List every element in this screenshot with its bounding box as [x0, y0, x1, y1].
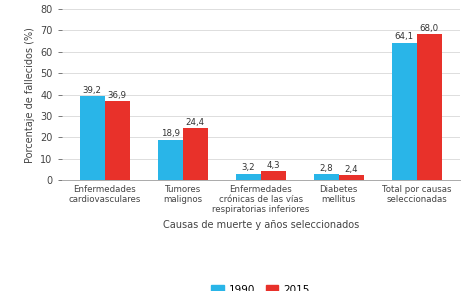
Bar — [339, 175, 364, 180]
Bar — [182, 128, 208, 180]
Bar — [261, 171, 286, 180]
Text: 18,9: 18,9 — [161, 129, 180, 138]
Text: 4,3: 4,3 — [266, 161, 280, 170]
Bar — [158, 140, 182, 180]
Text: 36,9: 36,9 — [108, 91, 127, 100]
Bar — [80, 96, 105, 180]
Text: 39,2: 39,2 — [82, 86, 102, 95]
Bar — [105, 101, 130, 180]
Bar — [392, 43, 417, 180]
Text: 2,8: 2,8 — [319, 164, 333, 173]
Bar — [236, 173, 261, 180]
Bar — [417, 34, 442, 180]
X-axis label: Causas de muerte y años seleccionados: Causas de muerte y años seleccionados — [163, 220, 359, 230]
Text: 2,4: 2,4 — [345, 165, 358, 174]
Bar — [314, 174, 339, 180]
Text: 64,1: 64,1 — [395, 32, 414, 41]
Text: 24,4: 24,4 — [186, 118, 205, 127]
Y-axis label: Porcentaje de fallecidos (%): Porcentaje de fallecidos (%) — [25, 27, 35, 162]
Legend: 1990, 2015: 1990, 2015 — [207, 281, 314, 291]
Text: 3,2: 3,2 — [241, 163, 255, 172]
Text: 68,0: 68,0 — [419, 24, 439, 33]
